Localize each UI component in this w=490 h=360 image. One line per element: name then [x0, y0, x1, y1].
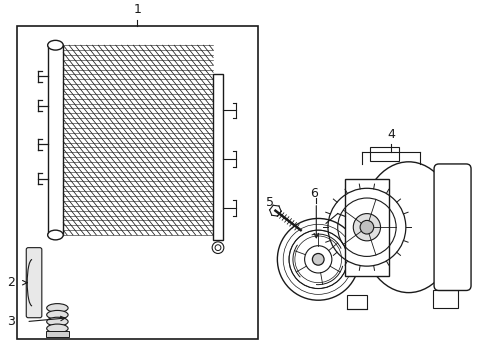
- Bar: [48, 45, 63, 235]
- Ellipse shape: [47, 324, 68, 333]
- Circle shape: [313, 253, 324, 265]
- Bar: [213, 75, 223, 240]
- Bar: [370, 147, 399, 161]
- Bar: [347, 295, 367, 309]
- Circle shape: [215, 245, 221, 251]
- Bar: [345, 179, 389, 276]
- Circle shape: [305, 246, 332, 273]
- Circle shape: [360, 220, 374, 234]
- Text: 4: 4: [387, 127, 395, 141]
- Circle shape: [277, 219, 359, 300]
- FancyBboxPatch shape: [26, 248, 42, 318]
- Circle shape: [353, 213, 381, 241]
- Circle shape: [212, 242, 224, 253]
- Text: 3: 3: [7, 315, 15, 328]
- Ellipse shape: [47, 310, 68, 319]
- Bar: [17, 26, 258, 339]
- Bar: [46, 331, 69, 337]
- Text: 1: 1: [133, 3, 141, 16]
- Ellipse shape: [47, 303, 68, 312]
- Text: 5: 5: [266, 197, 273, 210]
- FancyBboxPatch shape: [434, 164, 471, 291]
- Ellipse shape: [48, 230, 63, 240]
- Text: 6: 6: [310, 186, 318, 200]
- Ellipse shape: [48, 40, 63, 50]
- Bar: [433, 291, 458, 308]
- Ellipse shape: [47, 317, 68, 326]
- Text: 2: 2: [7, 276, 15, 289]
- Ellipse shape: [361, 162, 457, 293]
